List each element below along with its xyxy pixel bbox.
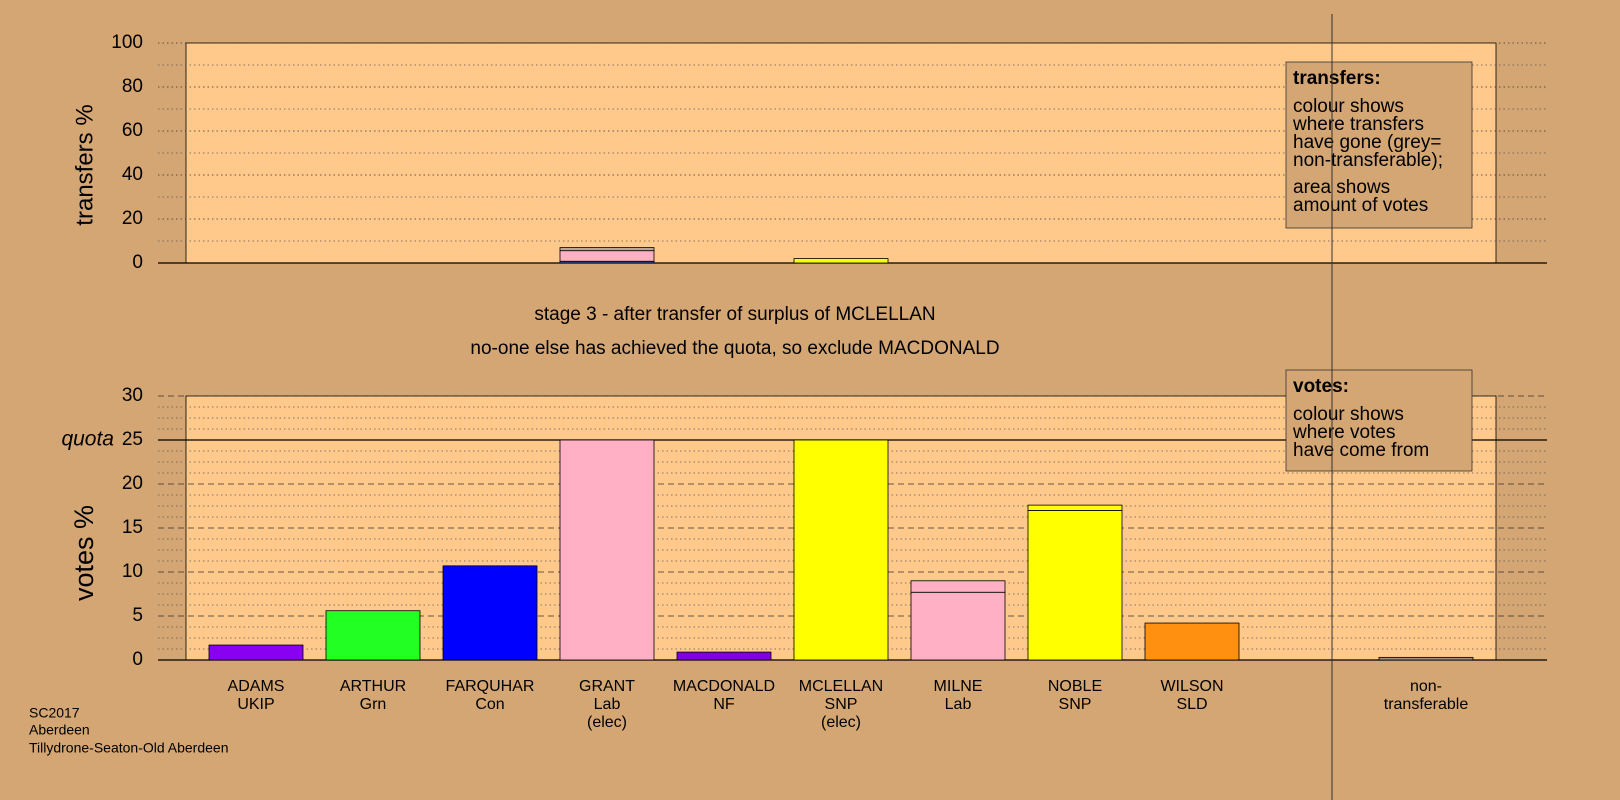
y-tick-label: 10 bbox=[122, 561, 143, 582]
bar-segment bbox=[1378, 656, 1474, 661]
x-tick-label: Grn bbox=[360, 696, 387, 713]
y-axis-label: votes % bbox=[69, 505, 99, 601]
bar-segment bbox=[325, 610, 421, 661]
bar-segment bbox=[1144, 622, 1240, 661]
bar-segment bbox=[559, 439, 655, 661]
x-tick-label: Lab bbox=[594, 696, 621, 713]
stage-title: stage 3 - after transfer of surplus of M… bbox=[534, 304, 935, 325]
note-text: have gone (grey= bbox=[1293, 132, 1441, 153]
bar-segment bbox=[793, 258, 889, 264]
stage-subtitle: no-one else has achieved the quota, so e… bbox=[470, 338, 999, 359]
y-tick-label: 15 bbox=[122, 517, 143, 538]
y-tick-label: 20 bbox=[122, 208, 143, 229]
x-tick-label: UKIP bbox=[237, 696, 274, 713]
note-text: colour shows bbox=[1293, 404, 1404, 425]
x-tick-label: Lab bbox=[945, 696, 972, 713]
plot-area bbox=[185, 42, 1497, 264]
note-text: where votes bbox=[1292, 422, 1395, 443]
y-tick-label: 80 bbox=[122, 76, 143, 97]
x-tick-label: ARTHUR bbox=[340, 678, 406, 695]
y-tick-label: 20 bbox=[122, 473, 143, 494]
bar-segment bbox=[910, 591, 1006, 661]
x-tick-label: MCLELLAN bbox=[799, 678, 883, 695]
y-tick-label: 0 bbox=[132, 649, 143, 670]
note-title: votes: bbox=[1293, 376, 1349, 397]
x-tick-label: (elec) bbox=[821, 714, 861, 731]
bar-segment bbox=[208, 644, 304, 661]
y-tick-label: 25 bbox=[122, 429, 143, 450]
note-box bbox=[1285, 369, 1473, 472]
bar-segment bbox=[442, 565, 538, 661]
x-tick-label: MILNE bbox=[934, 678, 983, 695]
y-tick-label: 0 bbox=[132, 252, 143, 273]
x-tick-label: GRANT bbox=[579, 678, 635, 695]
y-tick-label: 100 bbox=[111, 32, 143, 53]
bar-segment bbox=[793, 439, 889, 661]
y-tick-label: 60 bbox=[122, 120, 143, 141]
x-tick-label: NF bbox=[713, 696, 735, 713]
x-tick-label: WILSON bbox=[1160, 678, 1223, 695]
x-tick-label: FARQUHAR bbox=[446, 678, 535, 695]
x-tick-label: SLD bbox=[1176, 696, 1207, 713]
x-tick-label: non- bbox=[1410, 678, 1442, 695]
x-tick-label: SNP bbox=[825, 696, 858, 713]
note-text: have come from bbox=[1293, 440, 1429, 461]
bar-segment bbox=[559, 250, 655, 262]
y-tick-label: 40 bbox=[122, 164, 143, 185]
x-tick-label: Con bbox=[475, 696, 504, 713]
bar-segment bbox=[1027, 504, 1123, 511]
y-tick-label: 30 bbox=[122, 385, 143, 406]
x-tick-label: SNP bbox=[1059, 696, 1092, 713]
footer: Tillydrone-Seaton-Old Aberdeen bbox=[29, 740, 229, 756]
y-axis-label: transfers % bbox=[71, 104, 98, 225]
note-text: area shows bbox=[1293, 177, 1390, 198]
bar-segment bbox=[910, 580, 1006, 593]
x-tick-label: MACDONALD bbox=[673, 678, 775, 695]
bar-segment bbox=[559, 247, 655, 252]
footer: Aberdeen bbox=[29, 722, 90, 738]
note-text: colour shows bbox=[1293, 96, 1404, 117]
note-title: transfers: bbox=[1293, 68, 1381, 89]
quota-label: quota bbox=[61, 428, 114, 451]
x-tick-label: transferable bbox=[1384, 696, 1469, 713]
footer: SC2017 bbox=[29, 705, 80, 721]
bar-segment bbox=[676, 651, 772, 661]
bar-segment bbox=[1027, 509, 1123, 661]
x-tick-label: ADAMS bbox=[228, 678, 285, 695]
note-text: amount of votes bbox=[1293, 195, 1428, 216]
note-box bbox=[1285, 61, 1473, 229]
x-tick-label: (elec) bbox=[587, 714, 627, 731]
note-text: non-transferable); bbox=[1293, 150, 1443, 171]
y-tick-label: 5 bbox=[132, 605, 143, 626]
x-tick-label: NOBLE bbox=[1048, 678, 1102, 695]
note-text: where transfers bbox=[1292, 114, 1424, 135]
